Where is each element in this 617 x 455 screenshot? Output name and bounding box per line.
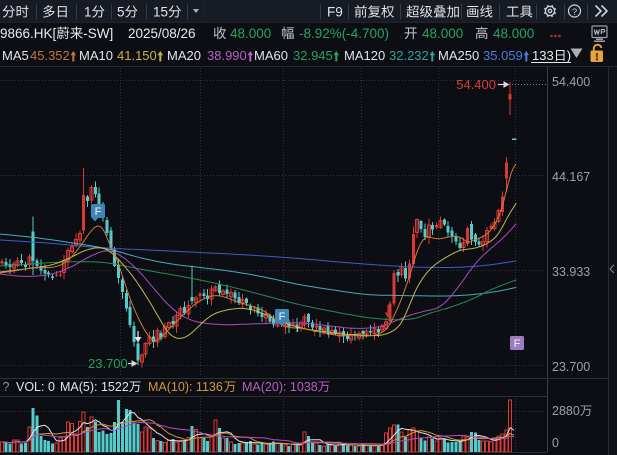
svg-text:F: F xyxy=(95,206,102,218)
svg-text:MA10: MA10 xyxy=(79,48,113,63)
svg-text:44.167: 44.167 xyxy=(552,170,590,184)
svg-text:): ) xyxy=(567,48,571,63)
svg-text:?: ? xyxy=(3,380,10,394)
svg-text:T: T xyxy=(296,328,300,334)
svg-text:23.700: 23.700 xyxy=(552,360,590,374)
svg-text:T: T xyxy=(327,334,331,340)
svg-text:38.990: 38.990 xyxy=(207,48,247,63)
svg-text:35.059: 35.059 xyxy=(483,48,523,63)
svg-text:-SW]: -SW] xyxy=(83,26,113,41)
svg-text:F9: F9 xyxy=(327,5,343,20)
svg-text:?: ? xyxy=(572,7,577,18)
svg-text:F: F xyxy=(514,338,521,350)
svg-text:48.000: 48.000 xyxy=(230,26,271,41)
svg-text:54.400: 54.400 xyxy=(552,75,590,89)
svg-text:MA20: MA20 xyxy=(167,48,201,63)
svg-text:T: T xyxy=(313,332,317,338)
svg-text:133: 133 xyxy=(532,48,554,63)
svg-text:32.945: 32.945 xyxy=(293,48,333,63)
svg-text:15: 15 xyxy=(153,5,168,20)
svg-text:45.352: 45.352 xyxy=(30,48,70,63)
svg-text:23.700: 23.700 xyxy=(88,356,128,371)
svg-text:F: F xyxy=(279,311,286,323)
svg-text:32.232: 32.232 xyxy=(389,48,429,63)
svg-text:MA(10): 1136: MA(10): 1136 xyxy=(148,380,223,394)
svg-text:0: 0 xyxy=(552,436,559,450)
svg-text:MA120: MA120 xyxy=(344,48,385,63)
svg-text:54.400: 54.400 xyxy=(456,77,496,92)
svg-text:33.933: 33.933 xyxy=(552,265,590,279)
svg-text:MA250: MA250 xyxy=(438,48,479,63)
svg-text:1: 1 xyxy=(84,5,92,20)
svg-text:2025/08/26: 2025/08/26 xyxy=(128,26,196,41)
svg-text:MA(20): 1038: MA(20): 1038 xyxy=(242,380,318,394)
svg-text:41.150: 41.150 xyxy=(117,48,157,63)
svg-text:2880: 2880 xyxy=(552,404,580,418)
svg-text:T: T xyxy=(321,330,325,336)
svg-text:-8.92%(-4.700): -8.92%(-4.700) xyxy=(299,26,389,41)
svg-text:48.000: 48.000 xyxy=(493,26,534,41)
svg-text:VOL: 0: VOL: 0 xyxy=(16,380,55,394)
svg-text:9866.HK[: 9866.HK[ xyxy=(0,26,57,41)
svg-text:MA60: MA60 xyxy=(254,48,288,63)
svg-text:48.000: 48.000 xyxy=(422,26,463,41)
svg-text:MA5: MA5 xyxy=(2,48,29,63)
svg-text:5: 5 xyxy=(117,5,125,20)
svg-text:MA(5): 1522: MA(5): 1522 xyxy=(60,380,129,394)
